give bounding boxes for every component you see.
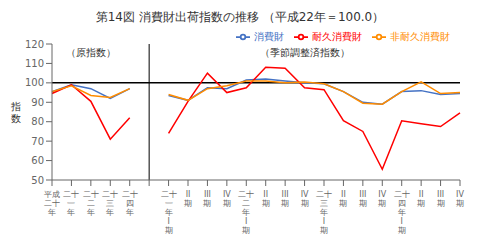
- svg-text:二十一年I期: 二十一年I期: [161, 190, 177, 235]
- svg-text:二十三年I期: 二十三年I期: [316, 190, 332, 235]
- svg-text:100: 100: [25, 77, 44, 88]
- svg-text:平成二十年: 平成二十年: [44, 190, 60, 217]
- svg-text:（季節調整済指数）: （季節調整済指数）: [260, 47, 350, 58]
- svg-text:二十二年: 二十二年: [83, 190, 99, 217]
- svg-text:III期: III期: [281, 190, 289, 208]
- svg-text:70: 70: [31, 136, 44, 147]
- svg-text:60: 60: [31, 155, 44, 166]
- svg-text:III期: III期: [359, 190, 367, 208]
- svg-text:指数: 指数: [10, 101, 21, 124]
- svg-text:II期: II期: [417, 190, 425, 208]
- html-text:消費財: 消費財: [254, 31, 284, 42]
- svg-text:II期: II期: [262, 190, 270, 208]
- svg-text:二十四年I期: 二十四年I期: [394, 190, 410, 235]
- svg-text:（原指数）: （原指数）: [66, 47, 116, 58]
- html-text:第14図 消費財出荷指数の推移 （平成22年＝100.0）: 第14図 消費財出荷指数の推移 （平成22年＝100.0）: [95, 10, 385, 24]
- svg-text:II期: II期: [339, 190, 347, 208]
- svg-text:II期: II期: [184, 190, 192, 208]
- svg-text:二十三年: 二十三年: [102, 190, 118, 217]
- svg-text:120: 120: [25, 39, 44, 50]
- svg-text:110: 110: [25, 58, 44, 69]
- svg-text:80: 80: [31, 116, 44, 127]
- svg-text:III期: III期: [203, 190, 211, 208]
- svg-text:IV期: IV期: [301, 190, 309, 208]
- svg-text:50: 50: [31, 175, 44, 186]
- svg-text:III期: III期: [437, 190, 445, 208]
- svg-text:IV期: IV期: [223, 190, 231, 208]
- svg-text:IV期: IV期: [456, 190, 464, 208]
- svg-text:二十四年: 二十四年: [122, 190, 138, 217]
- svg-text:IV期: IV期: [378, 190, 386, 208]
- svg-text:二十一年: 二十一年: [63, 190, 79, 217]
- html-text:非耐久消費財: 非耐久消費財: [390, 31, 450, 42]
- html-text:耐久消費財: 耐久消費財: [312, 31, 362, 42]
- svg-text:二十二年I期: 二十二年I期: [238, 190, 254, 235]
- svg-text:90: 90: [31, 97, 44, 108]
